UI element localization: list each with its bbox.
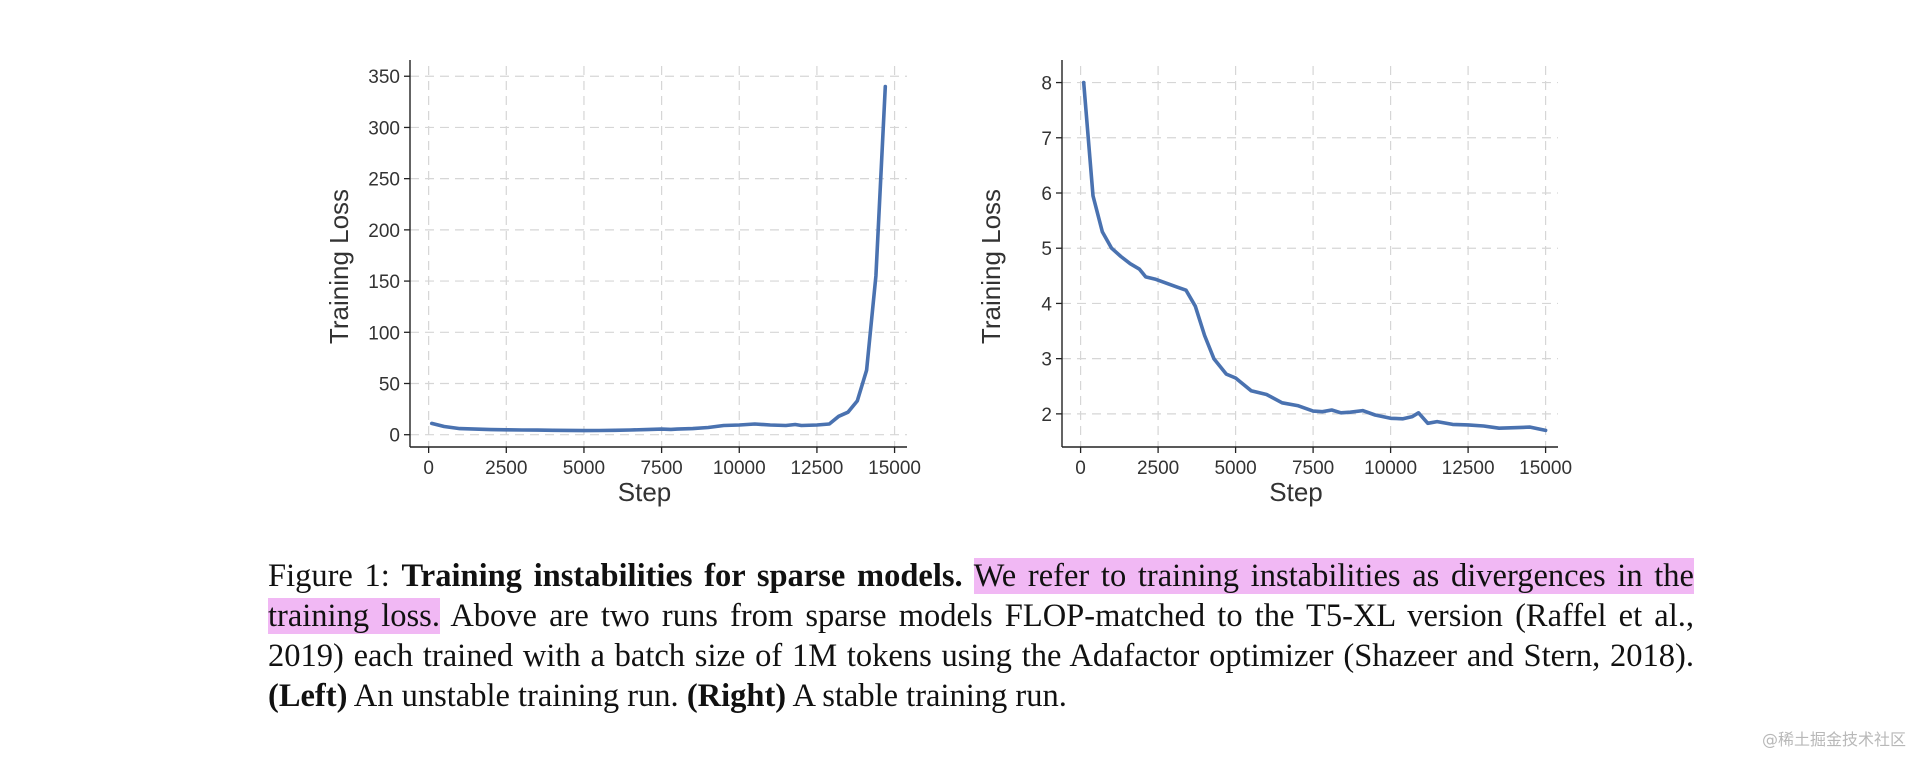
figure-caption: Figure 1: Training instabilities for spa…: [268, 556, 1694, 716]
chart1-series-line-0: [1081, 80, 1548, 433]
chart0-y-tick-label-4: 200: [368, 221, 400, 242]
chart1-x-tick-label-4: 10000: [1364, 458, 1417, 479]
chart0-x-tick-label-4: 10000: [713, 458, 766, 479]
chart0-y-tick-label-5: 250: [368, 170, 400, 191]
caption-left-text: An unstable training run.: [353, 678, 679, 714]
chart1-y-tick-label-5: 7: [1041, 129, 1052, 150]
caption-right-text: A stable training run.: [792, 678, 1067, 714]
chart0-y-tick-label-2: 100: [368, 323, 400, 344]
chart1-y-tick-label-4: 6: [1041, 184, 1052, 205]
chart1-y-axis-label: Training Loss: [976, 189, 1006, 344]
chart0-x-tick-label-2: 5000: [563, 458, 605, 479]
caption-body: Above are two runs from sparse models FL…: [268, 598, 1694, 674]
chart1-x-tick-label-5: 12500: [1442, 458, 1495, 479]
chart1-y-tick-label-6: 8: [1041, 74, 1052, 95]
chart1-y-tick-label-2: 4: [1041, 294, 1052, 315]
chart-right-stable-run: 0 2500 5000 7500 10000 12500 15000 2 3 4 5 6 7 8 Step T…: [976, 60, 1572, 507]
chart1-x-tick-label-3: 7500: [1292, 458, 1334, 479]
chart0-y-tick-label-0: 0: [389, 426, 400, 447]
chart0-x-tick-label-3: 7500: [640, 458, 682, 479]
chart0-x-tick-label-0: 0: [423, 458, 434, 479]
chart0-x-tick-label-1: 2500: [485, 458, 527, 479]
chart1-x-tick-label-1: 2500: [1137, 458, 1179, 479]
caption-right-label: (Right): [686, 678, 787, 714]
chart1-x-axis-label: Step: [1269, 477, 1323, 507]
chart1-y-tick-label-0: 2: [1041, 405, 1052, 426]
chart0-y-tick-label-7: 350: [368, 67, 400, 88]
caption-left-label: (Left): [268, 678, 348, 714]
chart1-y-tick-label-1: 3: [1041, 350, 1052, 371]
chart0-y-tick-label-1: 50: [379, 375, 400, 396]
chart1-x-tick-label-0: 0: [1075, 458, 1086, 479]
chart1-y-tick-label-3: 5: [1041, 239, 1052, 260]
chart0-y-axis-label: Training Loss: [324, 189, 354, 344]
chart0-x-axis-label: Step: [618, 477, 672, 507]
chart0-series-line-0: [429, 84, 888, 433]
chart0-x-tick-label-5: 12500: [790, 458, 843, 479]
watermark: @稀土掘金技术社区: [1761, 730, 1906, 749]
chart0-x-tick-label-6: 15000: [868, 458, 921, 479]
chart1-x-tick-label-2: 5000: [1214, 458, 1256, 479]
caption-title: Training instabilities for sparse models…: [401, 558, 963, 594]
chart0-y-tick-label-3: 150: [368, 272, 400, 293]
chart-left-unstable-run: 0 2500 5000 7500 10000 12500 15000 0 50 100 150 200…: [324, 60, 921, 507]
chart0-y-tick-label-6: 300: [368, 118, 400, 139]
figure-label: Figure 1:: [268, 558, 390, 594]
chart1-x-tick-label-6: 15000: [1519, 458, 1572, 479]
